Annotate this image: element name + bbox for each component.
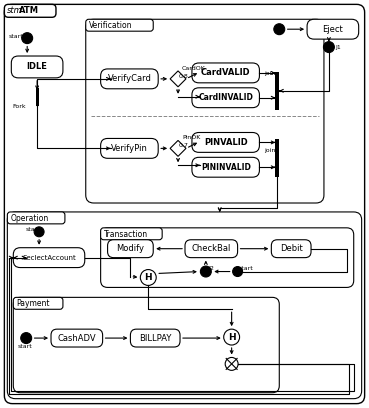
Text: BILLPAY: BILLPAY — [139, 334, 172, 343]
Text: Transaction: Transaction — [104, 230, 148, 239]
Text: CashADV: CashADV — [58, 334, 96, 343]
Circle shape — [324, 42, 334, 53]
Text: start1: start1 — [8, 34, 27, 39]
FancyBboxPatch shape — [86, 19, 153, 31]
FancyBboxPatch shape — [7, 212, 65, 224]
Text: start: start — [25, 227, 40, 232]
Circle shape — [140, 270, 156, 286]
Text: PINVALID: PINVALID — [204, 138, 248, 147]
Text: join: join — [265, 71, 276, 76]
Text: CheckBal: CheckBal — [191, 244, 231, 253]
Text: H: H — [144, 273, 152, 282]
FancyBboxPatch shape — [13, 297, 63, 309]
FancyBboxPatch shape — [101, 138, 158, 158]
Text: PININVALID: PININVALID — [201, 163, 251, 172]
Text: VerifyPin: VerifyPin — [111, 144, 148, 153]
Text: Operation: Operation — [10, 214, 49, 223]
Bar — [275, 140, 279, 177]
FancyBboxPatch shape — [86, 19, 324, 203]
FancyBboxPatch shape — [51, 329, 103, 347]
Text: Eject: Eject — [323, 25, 343, 34]
Text: CardVALID: CardVALID — [201, 69, 251, 78]
Text: start: start — [17, 344, 32, 349]
Text: join: join — [265, 149, 276, 153]
Text: CardOK: CardOK — [182, 66, 206, 71]
FancyBboxPatch shape — [7, 212, 362, 399]
Text: PinOK: PinOK — [182, 135, 200, 140]
Circle shape — [21, 333, 32, 344]
Text: Verification: Verification — [89, 21, 132, 30]
FancyBboxPatch shape — [11, 56, 63, 78]
FancyBboxPatch shape — [307, 19, 359, 39]
Text: 0.8: 0.8 — [179, 74, 189, 79]
Polygon shape — [170, 71, 186, 87]
Circle shape — [224, 329, 239, 345]
Bar — [275, 72, 279, 110]
Circle shape — [34, 227, 44, 237]
Polygon shape — [170, 140, 186, 156]
Text: IDLE: IDLE — [27, 62, 48, 71]
FancyBboxPatch shape — [192, 133, 259, 152]
Text: CardINVALID: CardINVALID — [198, 93, 253, 102]
Text: ATM: ATM — [19, 7, 39, 16]
Text: Fork: Fork — [12, 104, 26, 109]
FancyBboxPatch shape — [185, 240, 238, 257]
FancyBboxPatch shape — [4, 4, 56, 17]
FancyBboxPatch shape — [4, 4, 365, 404]
FancyBboxPatch shape — [13, 248, 85, 268]
Text: Payment: Payment — [16, 299, 50, 308]
FancyBboxPatch shape — [130, 329, 180, 347]
Text: 0.7: 0.7 — [179, 144, 189, 149]
FancyBboxPatch shape — [101, 228, 162, 240]
Text: J2: J2 — [208, 266, 214, 271]
FancyBboxPatch shape — [101, 69, 158, 89]
Circle shape — [232, 266, 242, 277]
FancyBboxPatch shape — [192, 63, 259, 83]
Circle shape — [200, 266, 211, 277]
FancyBboxPatch shape — [13, 297, 279, 393]
Text: Modify: Modify — [116, 244, 144, 253]
Circle shape — [274, 24, 285, 35]
Text: SeclectAccount: SeclectAccount — [22, 255, 76, 261]
FancyBboxPatch shape — [192, 88, 259, 108]
Circle shape — [22, 33, 32, 44]
Text: start: start — [239, 266, 254, 271]
FancyBboxPatch shape — [108, 240, 153, 257]
Circle shape — [225, 357, 238, 370]
FancyBboxPatch shape — [271, 240, 311, 257]
Bar — [36, 88, 39, 106]
Text: Debit: Debit — [280, 244, 303, 253]
Text: VerifyCard: VerifyCard — [107, 74, 151, 83]
Text: J1: J1 — [335, 45, 341, 50]
Text: stm: stm — [7, 7, 23, 16]
FancyBboxPatch shape — [101, 228, 354, 287]
Text: H: H — [228, 333, 235, 341]
FancyBboxPatch shape — [192, 157, 259, 177]
